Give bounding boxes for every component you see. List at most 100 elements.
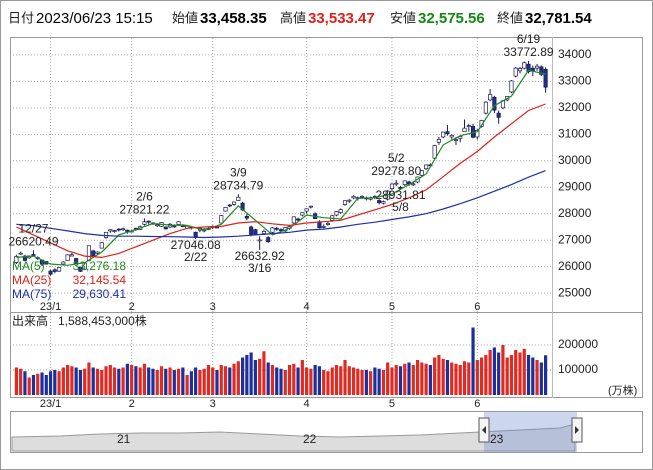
volume-bar [381,370,386,395]
volume-bar [253,360,257,395]
annotation-value: 27046.08 [171,238,221,252]
header-value: 32,575.56 [418,10,485,27]
volume-bar [194,367,198,395]
candle-body [108,229,113,232]
volume-bar [275,367,279,395]
candle-body [172,225,177,228]
volume-bar [117,368,121,395]
y-tick-label: 32000 [558,100,592,114]
navigator-label: 21 [117,432,131,446]
volume-bar [104,366,108,395]
volume-bar [441,358,445,395]
volume-bar [70,366,74,395]
volume-bar [398,366,403,395]
volume-bar [471,327,475,395]
candle-body [351,195,356,199]
candle-body [445,131,450,134]
annotation-value: 26620.49 [8,234,58,248]
volume-bar [74,367,78,395]
ma-line [16,170,546,239]
volume-bar [95,368,100,395]
volume-bar [484,355,488,395]
legend-value: 33,276.18 [73,259,127,273]
handle-arrow [575,426,579,434]
volume-bar [475,360,479,395]
candle-body [381,201,386,204]
volume-bar [14,367,19,395]
volume-bar [61,367,65,395]
volume-bar [518,352,522,395]
candle-body [18,252,23,255]
x-tick-label: 23/1 [40,398,61,410]
volume-bar [377,368,381,395]
volume-bar [492,347,496,395]
candle-body [543,68,548,88]
candle-body [116,228,121,231]
volume-bar [531,357,535,395]
volume-bar [450,362,454,395]
candle-body [488,94,493,101]
legend-value: 32,145.54 [73,273,127,287]
candle-body [304,208,309,212]
candle-body [146,220,151,223]
volume-bar [83,368,87,395]
y-tick-label: 200000 [558,337,598,351]
volume-bar [189,371,193,395]
candle-body [227,204,232,207]
x-tick-label: 23/1 [40,301,61,313]
volume-bar [283,370,287,395]
volume-bar [155,370,159,395]
candle-body [389,183,395,189]
volume-bar [386,362,390,395]
annotation-value: 28734.79 [213,178,263,192]
x-tick-label: 2 [129,301,135,313]
candle-body [411,183,416,186]
volume-unit: (万株) [608,383,637,397]
volume-bar [240,357,245,395]
volume-bar [509,355,514,395]
x-tick-label: 2 [129,398,135,410]
volume-bar [415,360,420,395]
candle-body [321,226,326,228]
volume-bar [347,366,351,395]
volume-bar [305,367,309,395]
candle-body [522,62,527,69]
volume-bar [198,370,202,395]
volume-bar [420,362,424,395]
annotation-date: 3/16 [248,261,272,275]
volume-bar [130,365,134,395]
volume-bar [279,368,283,395]
volume-bar [505,357,509,395]
candle-body [338,209,343,213]
volume-bar [202,368,206,395]
volume-bar [390,367,394,395]
volume-bar [356,368,360,395]
candle-body [103,231,109,238]
volume-bar [454,363,458,395]
volume-bar [211,367,215,395]
volume-bar [134,366,138,395]
candle-body [308,205,313,208]
candle-body [492,96,497,111]
volume-bar [330,367,334,395]
volume-bar [159,366,164,395]
navigator-selection[interactable] [484,412,577,452]
candle-body [52,269,57,272]
candle-body [535,65,540,69]
candle-body [496,112,501,118]
candle-body [453,139,459,141]
y-tick-label: 28000 [558,206,592,220]
volume-bar [407,362,411,395]
volume-bar [53,370,57,395]
volume-bar [467,362,471,395]
volume-bar [488,350,492,395]
ma-line [16,103,546,259]
header-label: 高値 [280,10,306,25]
navigator-label: 23 [490,432,504,446]
candle-body [432,145,437,159]
candle-body [342,200,348,205]
candle-body [436,139,441,143]
candle-body [394,182,399,185]
x-tick-label: 4 [304,301,310,313]
